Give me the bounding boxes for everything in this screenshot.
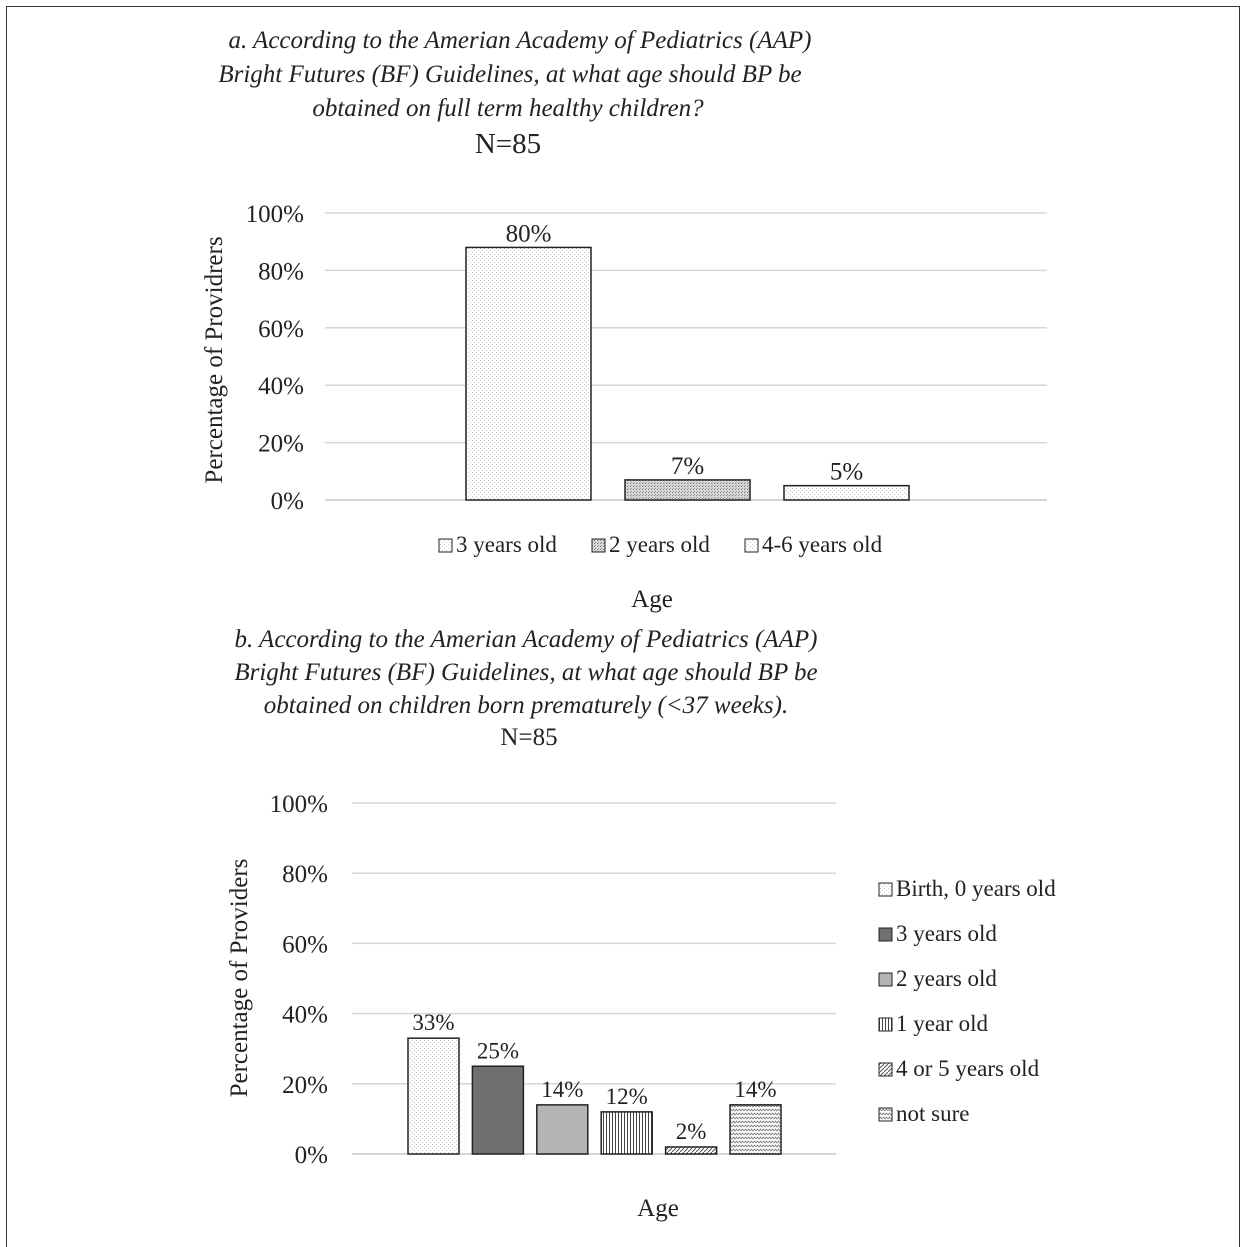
b-y-tick-label: 20%	[282, 1072, 328, 1099]
chart-a-title-line-3: obtained on full term healthy children?	[312, 95, 704, 122]
chart-b-x-axis-label: Age	[637, 1195, 679, 1222]
chart-b-bars	[407, 1037, 782, 1155]
a-y-tick-label: 20%	[258, 431, 304, 458]
a-data-label: 80%	[506, 220, 552, 247]
a-legend-swatch	[591, 538, 606, 553]
chart-a: a. According to the Amerian Academy of P…	[201, 27, 1047, 613]
b-legend-swatch	[878, 1062, 893, 1077]
b-bar	[407, 1037, 460, 1155]
chart-a-title-line-2: Bright Futures (BF) Guidelines, at what …	[218, 61, 801, 88]
b-data-label: 33%	[412, 1010, 454, 1035]
a-y-tick-label: 40%	[258, 373, 304, 400]
b-legend-swatch	[878, 1017, 893, 1032]
chart-a-gridlines	[325, 212, 1047, 501]
b-legend-swatch	[878, 927, 893, 942]
b-y-tick-label: 60%	[282, 931, 328, 958]
a-legend-swatch	[438, 538, 453, 553]
chart-b-legend: Birth, 0 years old 3 years old 2 years old…	[878, 876, 1056, 1126]
a-y-tick-label: 100%	[246, 201, 304, 228]
a-bar	[465, 246, 592, 501]
a-y-tick-label: 60%	[258, 316, 304, 343]
chart-b: b. According to the Amerian Academy of P…	[226, 626, 1056, 1222]
a-bar	[624, 479, 751, 501]
b-y-tick-label: 100%	[270, 791, 328, 818]
chart-b-title-line-3: obtained on children born prematurely (<…	[264, 692, 788, 719]
b-bar	[664, 1146, 718, 1155]
b-y-tick-label: 0%	[295, 1142, 328, 1169]
a-y-tick-label: 80%	[258, 258, 304, 285]
b-legend-label: 1 year old	[896, 1011, 988, 1036]
b-legend-swatch	[878, 972, 893, 987]
b-data-label: 12%	[606, 1084, 648, 1109]
b-bar	[471, 1065, 525, 1155]
b-legend-swatch	[878, 1107, 893, 1122]
chart-a-y-ticks: 0% 20% 40% 60% 80% 100%	[246, 201, 304, 515]
chart-a-title-line-1: a. According to the Amerian Academy of P…	[229, 27, 812, 54]
b-legend-label: 2 years old	[896, 966, 997, 991]
b-data-label: 25%	[477, 1038, 519, 1063]
chart-a-y-axis-label: Percentage of Providrers	[201, 236, 228, 483]
a-y-tick-label: 0%	[271, 488, 304, 515]
b-legend-label: not sure	[896, 1101, 969, 1126]
chart-b-title-line-2: Bright Futures (BF) Guidelines, at what …	[234, 659, 817, 686]
chart-b-subtitle: N=85	[500, 724, 557, 751]
chart-a-legend: 3 years old 2 years old 4-6 years old	[438, 532, 883, 557]
chart-b-title-line-1: b. According to the Amerian Academy of P…	[235, 626, 818, 653]
b-legend-label: 3 years old	[896, 921, 997, 946]
chart-a-data-labels: 80% 7% 5%	[506, 220, 864, 485]
b-bar	[729, 1104, 782, 1155]
a-legend-label: 4-6 years old	[762, 532, 883, 557]
chart-b-y-ticks: 0% 20% 40% 60% 80% 100%	[270, 791, 328, 1169]
figure-frame	[6, 6, 1240, 1247]
chart-a-subtitle: N=85	[475, 128, 541, 160]
b-y-tick-label: 40%	[282, 1002, 328, 1029]
chart-b-data-labels: 33% 25% 14% 12% 2% 14%	[412, 1010, 776, 1144]
a-legend-swatch	[744, 538, 759, 553]
chart-b-y-axis-label: Percentage of Providers	[226, 859, 253, 1098]
chart-a-x-axis-label: Age	[631, 586, 673, 613]
chart-a-bars	[465, 246, 910, 501]
b-data-label: 2%	[676, 1119, 707, 1144]
b-data-label: 14%	[541, 1077, 583, 1102]
b-bar	[536, 1104, 589, 1155]
b-data-label: 14%	[734, 1077, 776, 1102]
a-data-label: 5%	[830, 459, 863, 486]
a-data-label: 7%	[671, 453, 704, 480]
a-bar	[783, 484, 910, 501]
a-legend-label: 3 years old	[456, 532, 557, 557]
b-legend-label: 4 or 5 years old	[896, 1056, 1040, 1081]
b-legend-swatch	[878, 882, 893, 897]
a-legend-label: 2 years old	[609, 532, 710, 557]
b-bar	[600, 1111, 653, 1155]
b-legend-label: Birth, 0 years old	[896, 876, 1056, 901]
b-y-tick-label: 80%	[282, 861, 328, 888]
